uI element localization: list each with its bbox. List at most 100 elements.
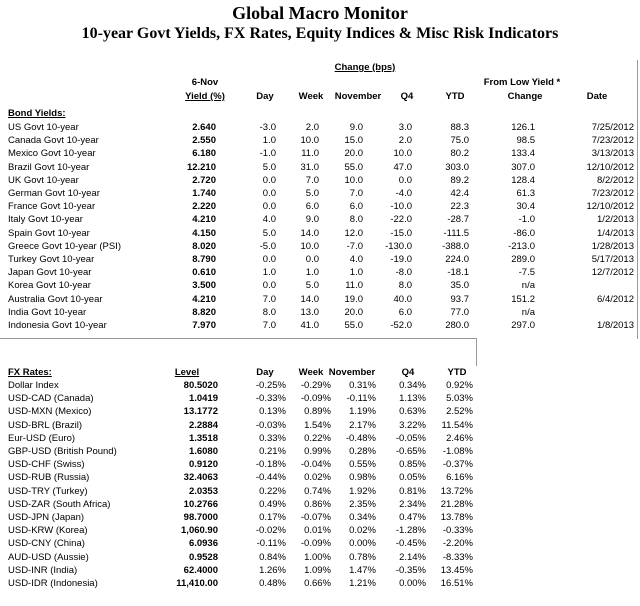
cell: 6.0 bbox=[305, 201, 319, 213]
row-label: USD-JPN (Japan) bbox=[8, 512, 85, 523]
cell: 8.790 bbox=[192, 254, 216, 265]
row-label: UK Govt 10-year bbox=[8, 174, 79, 186]
cell: 0.0 bbox=[262, 280, 276, 292]
row-label: Italy Govt 10-year bbox=[8, 214, 83, 226]
cell: -0.29% bbox=[300, 380, 331, 391]
cell: 280.0 bbox=[445, 320, 469, 331]
cell: 11,410.00 bbox=[176, 578, 218, 589]
cell: 31.0 bbox=[300, 161, 320, 173]
cell: 0.02% bbox=[349, 525, 376, 537]
row-label: USD-TRY (Turkey) bbox=[8, 485, 88, 497]
row-label: Korea Govt 10-year bbox=[8, 280, 91, 292]
cell: -1.08% bbox=[442, 446, 473, 457]
cell: 0.0 bbox=[262, 201, 276, 213]
cell: 7/25/2012 bbox=[591, 122, 634, 133]
cell: 20.0 bbox=[344, 148, 364, 160]
cell: 7.0 bbox=[262, 293, 276, 305]
row-label: USD-ZAR (South Africa) bbox=[8, 498, 111, 510]
cell: -3.0 bbox=[259, 122, 276, 133]
cell: 5.0 bbox=[262, 227, 276, 239]
cell: -0.09% bbox=[300, 538, 331, 550]
cell: 0.02% bbox=[304, 472, 331, 484]
cell: 8.820 bbox=[192, 306, 216, 318]
cell: 2.720 bbox=[192, 174, 216, 186]
cell: 30.4 bbox=[516, 201, 536, 213]
cell: 0.33% bbox=[259, 432, 286, 444]
cell: 1.21% bbox=[349, 578, 376, 589]
cell: 0.99% bbox=[304, 446, 331, 457]
cell: 5.03% bbox=[446, 393, 473, 405]
cell: 224.0 bbox=[445, 254, 469, 265]
cell: 0.98% bbox=[349, 472, 376, 484]
cell: 2.0 bbox=[398, 135, 412, 147]
cell: 307.0 bbox=[511, 161, 535, 173]
cell: 289.0 bbox=[511, 254, 535, 265]
cell: 3.0 bbox=[398, 122, 412, 133]
cell: 8.0 bbox=[262, 306, 276, 318]
group-header: Change (bps) bbox=[334, 62, 396, 73]
cell: 19.0 bbox=[344, 293, 364, 305]
column-header: YTD bbox=[445, 91, 465, 102]
cell: 13.0 bbox=[300, 306, 320, 318]
row-label: USD-RUB (Russia) bbox=[8, 472, 90, 484]
cell: 77.0 bbox=[450, 306, 470, 318]
cell: -130.0 bbox=[385, 240, 412, 252]
cell: 1/28/2013 bbox=[591, 240, 634, 252]
cell: 16.51% bbox=[440, 578, 473, 589]
cell: -0.65% bbox=[395, 446, 426, 457]
column-header: November bbox=[334, 91, 382, 102]
cell: 11.54% bbox=[441, 419, 473, 431]
cell: 1/2/2013 bbox=[597, 214, 634, 226]
column-header: Week bbox=[298, 91, 324, 102]
row-label: USD-KRW (Korea) bbox=[8, 525, 88, 537]
row-label: Turkey Govt 10-year bbox=[8, 254, 95, 265]
subtitle: 10-year Govt Yields, FX Rates, Equity In… bbox=[81, 25, 559, 42]
cell: 2.0 bbox=[305, 122, 319, 133]
cell: 3.500 bbox=[192, 280, 216, 292]
column-header: Q4 bbox=[400, 91, 414, 102]
column-header: From Low Yield * bbox=[483, 77, 561, 88]
cell: 4.210 bbox=[192, 293, 216, 305]
cell: 80.2 bbox=[450, 148, 470, 160]
cell: n/a bbox=[521, 280, 535, 292]
cell: -0.33% bbox=[442, 525, 473, 537]
cell: 10.0 bbox=[393, 148, 413, 160]
cell: 1.09% bbox=[304, 564, 331, 576]
cell: -7.5 bbox=[518, 267, 535, 279]
cell: 80.5020 bbox=[183, 380, 218, 391]
cell: -15.0 bbox=[390, 227, 412, 239]
cell: 14.0 bbox=[300, 227, 320, 239]
row-label: USD-MXN (Mexico) bbox=[8, 406, 92, 418]
cell: 11.0 bbox=[301, 148, 319, 160]
cell: 21.28% bbox=[440, 498, 473, 510]
cell: 1.92% bbox=[349, 485, 376, 497]
cell: 55.0 bbox=[344, 320, 364, 331]
cell: 42.4 bbox=[450, 188, 470, 199]
cell: 2.35% bbox=[349, 498, 376, 510]
cell: -0.45% bbox=[395, 538, 426, 550]
row-label: USD-CAD (Canada) bbox=[8, 393, 94, 405]
cell: 8/2/2012 bbox=[597, 174, 634, 186]
cell: 75.0 bbox=[450, 135, 470, 147]
column-header: 6-Nov bbox=[191, 77, 219, 88]
cell: 12/10/2012 bbox=[586, 161, 634, 173]
cell: 0.9120 bbox=[188, 459, 218, 471]
cell: 5.0 bbox=[305, 280, 319, 292]
cell: -86.0 bbox=[513, 227, 535, 239]
cell: 0.22% bbox=[304, 432, 331, 444]
cell: 0.22% bbox=[259, 485, 286, 497]
cell: -1.28% bbox=[395, 525, 426, 537]
cell: -0.35% bbox=[395, 564, 426, 576]
cell: 11.0 bbox=[345, 280, 363, 292]
column-header: Date bbox=[586, 91, 608, 102]
cell: -388.0 bbox=[442, 240, 469, 252]
row-label: France Govt 10-year bbox=[8, 201, 96, 213]
cell: 0.0 bbox=[305, 254, 319, 265]
cell: 7.970 bbox=[192, 320, 216, 331]
cell: 32.4063 bbox=[183, 472, 218, 484]
column-header: Change bbox=[507, 91, 543, 102]
cell: 55.0 bbox=[344, 161, 364, 173]
cell: 7.0 bbox=[305, 174, 319, 186]
row-label: Greece Govt 10-year (PSI) bbox=[8, 240, 121, 252]
